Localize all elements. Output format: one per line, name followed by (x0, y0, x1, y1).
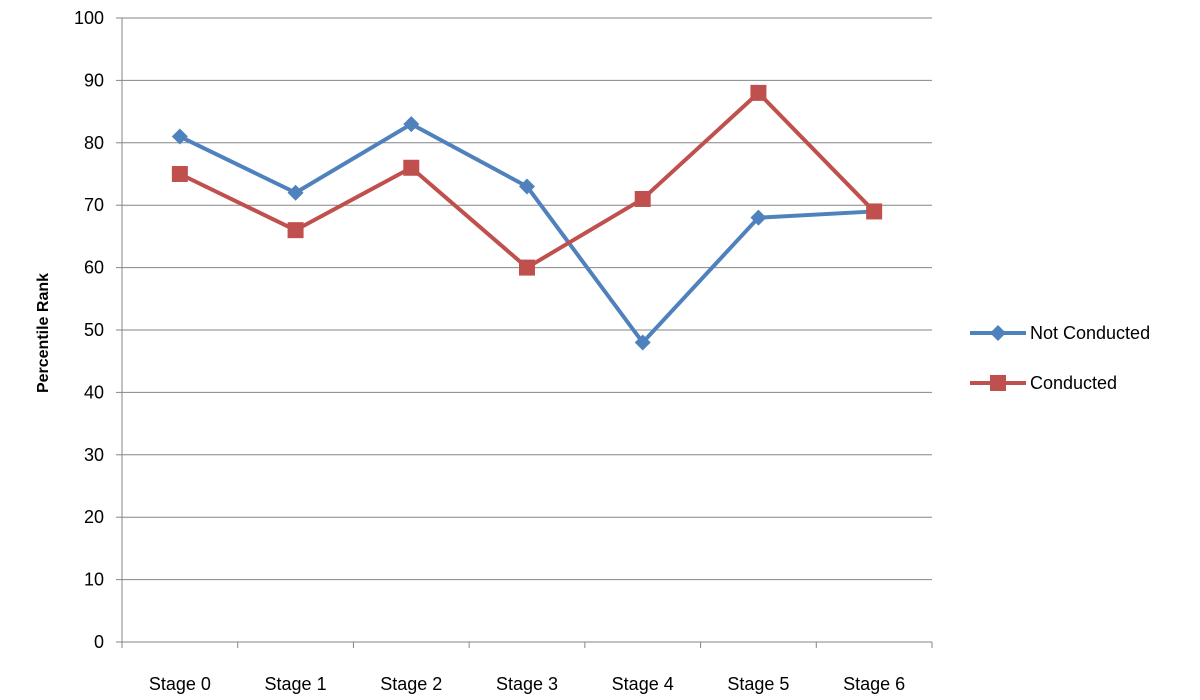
y-tick-label: 100 (74, 8, 104, 28)
y-tick-label: 40 (84, 382, 104, 402)
y-tick-label: 10 (84, 570, 104, 590)
legend-label: Conducted (1030, 373, 1117, 393)
legend-label: Not Conducted (1030, 323, 1150, 343)
legend-marker (990, 375, 1006, 391)
data-point-not-conducted (287, 184, 304, 201)
y-tick-label: 70 (84, 195, 104, 215)
data-point-conducted (634, 190, 651, 207)
x-tick-label: Stage 1 (265, 674, 327, 694)
y-tick-label: 30 (84, 445, 104, 465)
x-tick-label: Stage 3 (496, 674, 558, 694)
x-tick-labels: Stage 0 Stage 1 Stage 2 Stage 3 Stage 4 Stage… (149, 674, 905, 694)
data-point-conducted (750, 84, 767, 101)
x-tick-label: Stage 6 (843, 674, 905, 694)
y-tick-label: 90 (84, 70, 104, 90)
series-lines (171, 84, 883, 351)
y-tick-label: 0 (94, 632, 104, 652)
legend-item-not-conducted: Not Conducted (970, 323, 1150, 343)
series-line-not-conducted (177, 122, 877, 345)
y-tick-label: 60 (84, 258, 104, 278)
x-tick-label: Stage 0 (149, 674, 211, 694)
data-point-not-conducted (171, 128, 188, 145)
data-point-conducted (287, 222, 304, 239)
y-tick-label: 20 (84, 507, 104, 527)
data-point-conducted (171, 166, 188, 182)
data-point-conducted (403, 159, 420, 176)
series-not-conducted (171, 116, 883, 351)
legend: Not Conducted Conducted (970, 323, 1150, 393)
x-tick-label: Stage 4 (612, 674, 674, 694)
data-point-not-conducted (519, 178, 535, 195)
legend-marker (990, 325, 1006, 341)
data-point-conducted (519, 259, 535, 276)
y-tick-labels: 0 10 20 30 40 50 60 70 80 90 100 (74, 8, 104, 652)
legend-item-conducted: Conducted (970, 373, 1117, 393)
x-tick-label: Stage 5 (727, 674, 789, 694)
data-point-not-conducted (750, 209, 767, 226)
data-point-not-conducted (403, 116, 420, 133)
data-point-conducted (866, 203, 883, 220)
data-point-not-conducted (634, 334, 651, 351)
gridlines (122, 17, 932, 581)
y-tick-label: 50 (84, 320, 104, 340)
axes (116, 17, 933, 648)
y-tick-label: 80 (84, 133, 104, 153)
x-tick-label: Stage 2 (380, 674, 442, 694)
series-conducted (171, 84, 883, 276)
y-axis-title: Percentile Rank (35, 273, 52, 393)
